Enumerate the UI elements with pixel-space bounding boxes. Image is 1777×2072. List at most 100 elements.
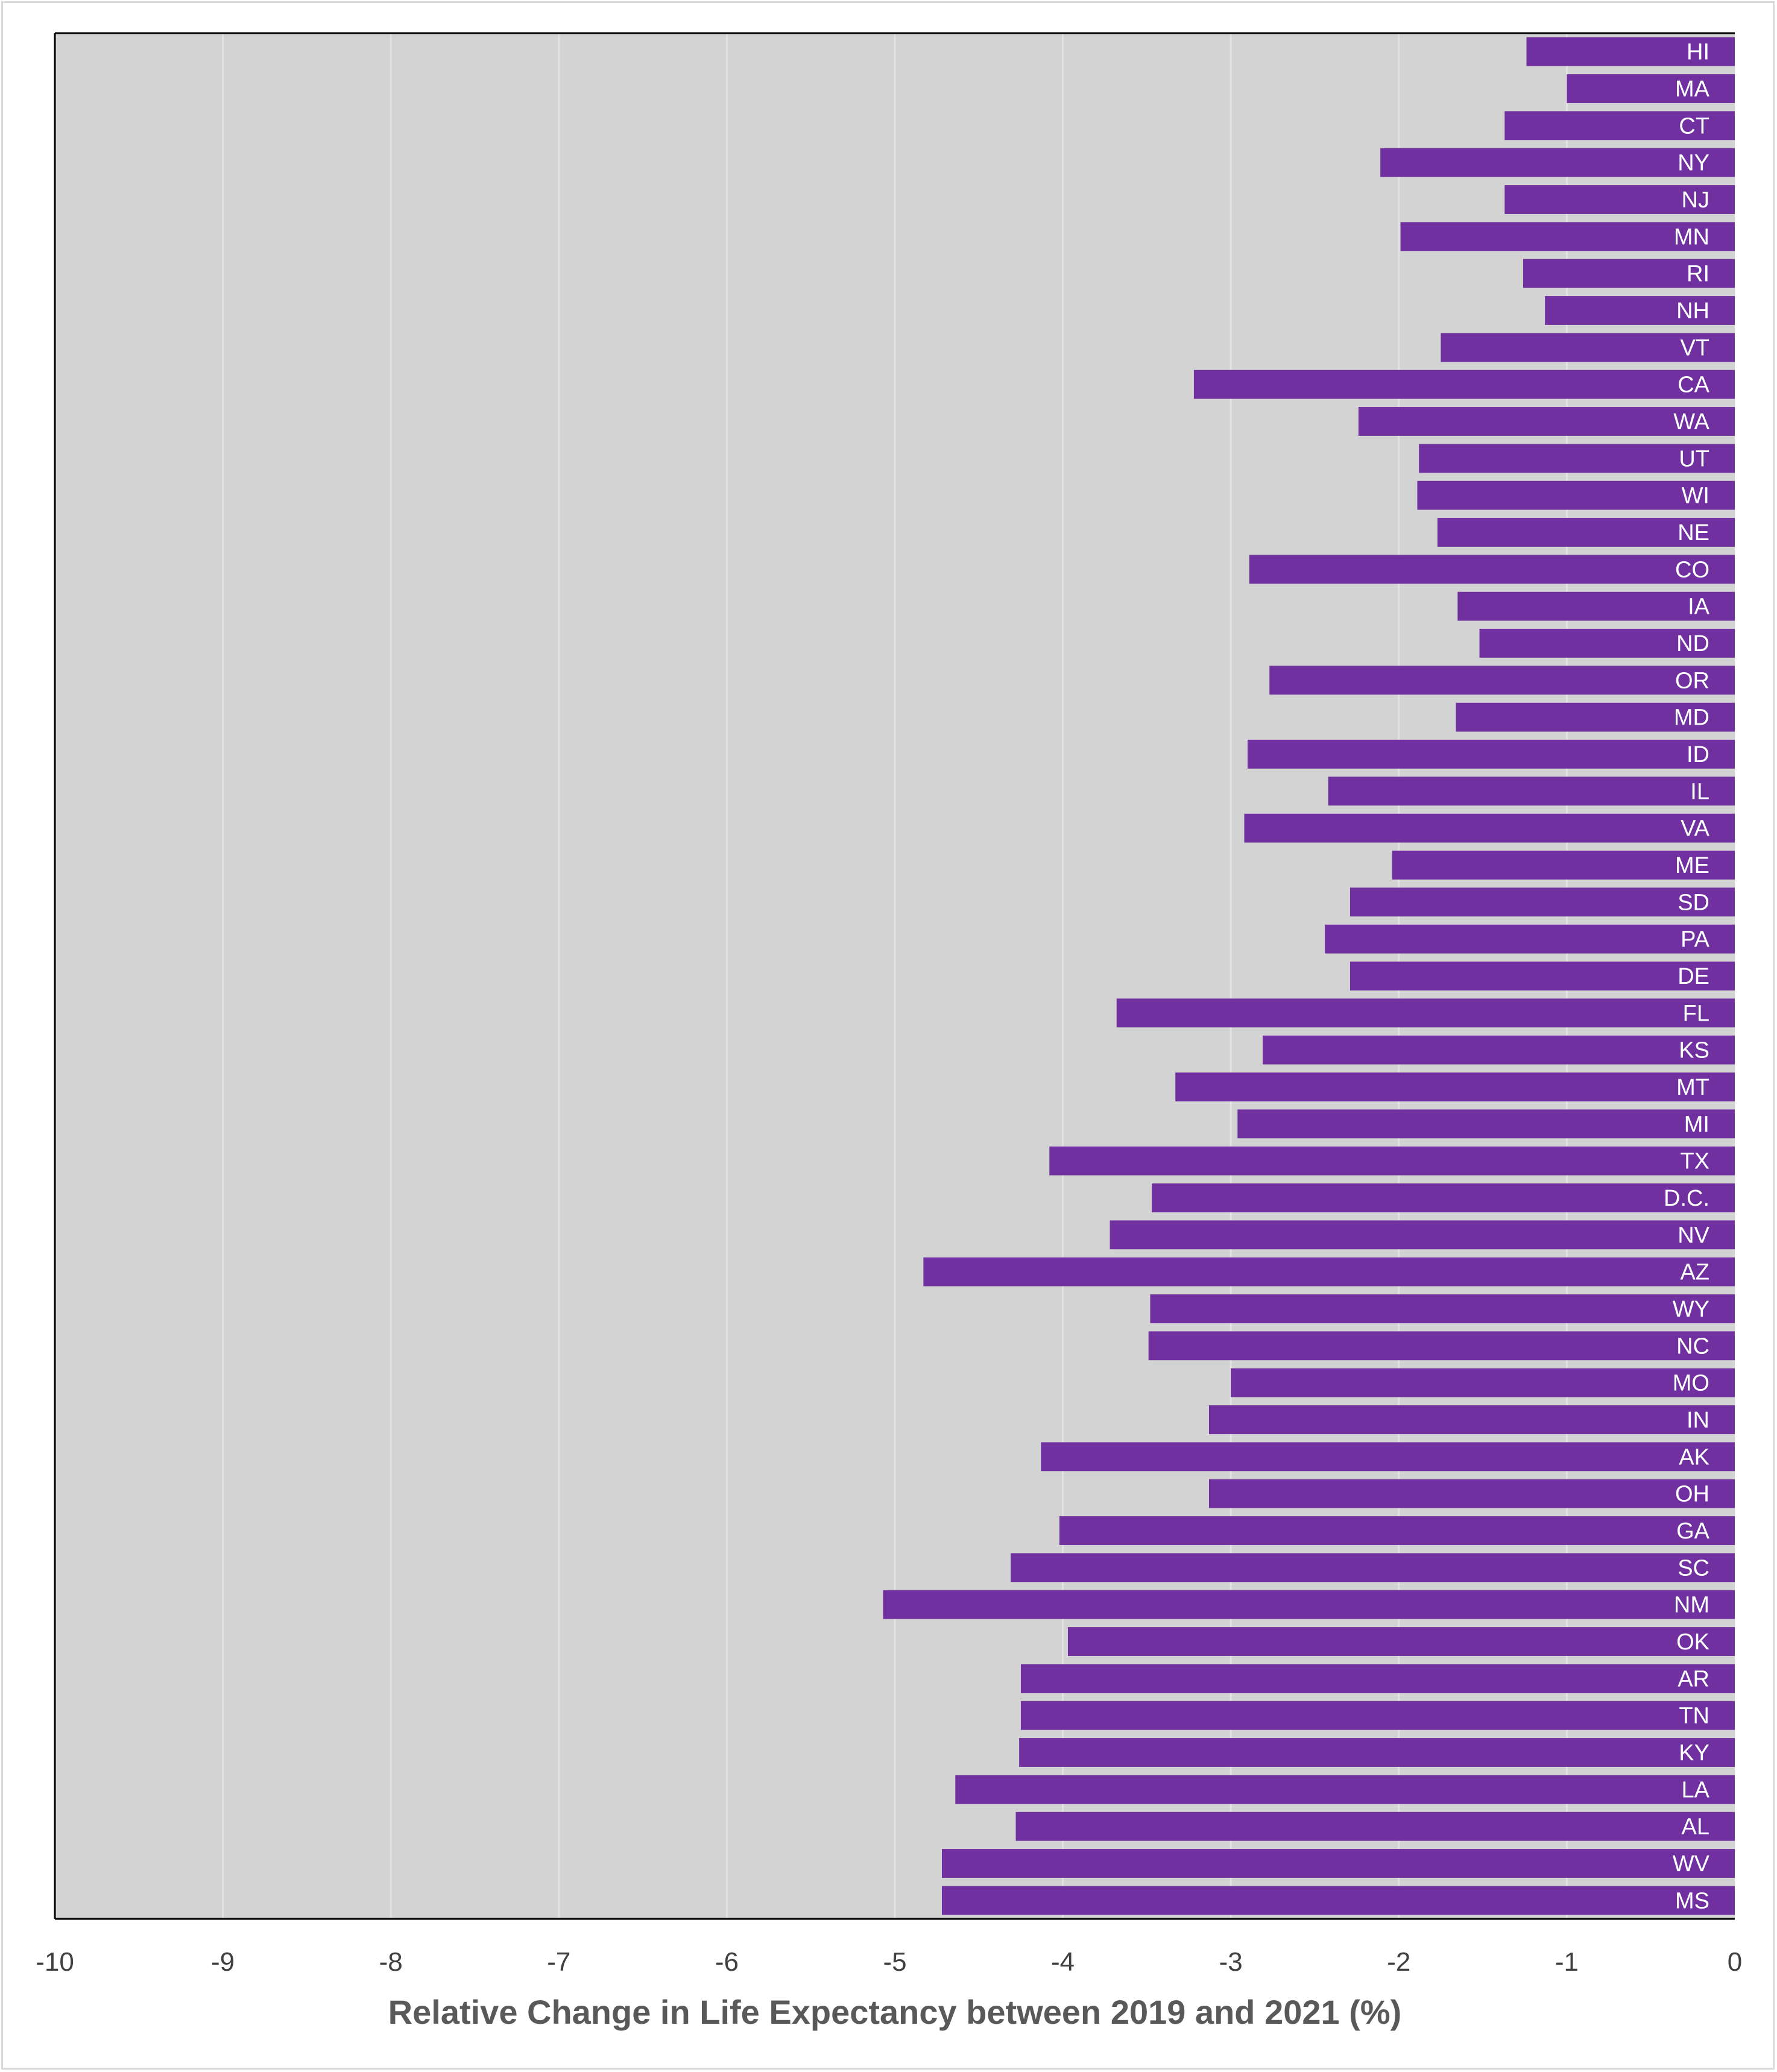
bar-label: IA [1688,594,1710,620]
bar-nc [1148,1331,1735,1361]
bar-ri [1523,259,1735,288]
bar-label: SC [1678,1555,1709,1581]
bar-label: OH [1675,1482,1709,1507]
bar-label: UT [1679,446,1709,471]
bar-label: WI [1682,483,1709,509]
bar-label: ME [1675,853,1709,878]
bar-label: IN [1687,1408,1709,1433]
bar-mo [1231,1368,1735,1397]
bar-hi [1526,37,1735,66]
bar-wi [1417,480,1735,510]
bar-label: FL [1683,1001,1709,1026]
bar-label: NH [1676,298,1709,324]
bar-label: ND [1676,631,1709,657]
bar-md [1456,702,1735,732]
x-tick-label: -5 [883,1947,906,1977]
bar-label: TX [1680,1149,1709,1174]
bar-nv [1109,1220,1735,1250]
x-tick-label: -1 [1555,1947,1579,1977]
bar-co [1249,555,1735,584]
x-tick-label: -3 [1219,1947,1243,1977]
bar-label: MO [1673,1371,1709,1396]
bar-label: CT [1679,113,1709,139]
x-tick-label: -6 [715,1947,739,1977]
bar-label: IL [1690,779,1709,804]
bar-mt [1175,1072,1735,1101]
bar-label: WA [1673,409,1709,435]
bar-wa [1358,407,1735,436]
bar-ar [1020,1664,1735,1693]
bar-me [1392,851,1735,880]
bar-ne [1437,518,1735,547]
bar-label: NV [1678,1223,1709,1248]
bar-label: AK [1679,1444,1709,1470]
bar-label: MN [1674,224,1709,250]
bar-wv [942,1849,1735,1878]
bar-in [1208,1405,1735,1434]
bar-id [1248,740,1735,769]
bar-ak [1041,1442,1735,1472]
bar-ks [1263,1035,1735,1065]
bar-ia [1457,591,1735,621]
bar-ca [1193,370,1735,399]
bar-label: SD [1678,890,1709,915]
bar-oh [1208,1479,1735,1508]
bar-dc [1152,1183,1735,1212]
bar-label: MI [1684,1112,1709,1137]
state-labels: HI MA CT NY NJ MN RI NH VT CA WA UT WI NE CO IA ND OR MD ID… [1664,40,1710,1914]
bar-label: VT [1680,335,1709,361]
bar-label: NM [1674,1593,1709,1618]
bar-mi [1237,1109,1735,1139]
bar-label: ID [1687,742,1709,767]
bar-label: GA [1676,1519,1710,1544]
bar-label: VA [1681,816,1710,842]
bar-ky [1019,1738,1735,1767]
bar-label: AL [1682,1815,1709,1840]
bar-la [955,1775,1735,1804]
bar-label: KS [1679,1038,1709,1063]
bar-sd [1350,887,1735,917]
bar-label: MT [1676,1075,1709,1100]
bar-label: NE [1678,520,1709,546]
bar-ms [942,1886,1735,1915]
bar-pa [1325,924,1735,954]
bar-mn [1400,222,1735,251]
bar-label: MD [1674,705,1709,731]
bar-label: D.C. [1664,1186,1709,1211]
x-tick-label: -4 [1051,1947,1075,1977]
bar-ma [1567,74,1735,103]
bar-label: CO [1675,557,1709,582]
bar-ct [1504,111,1735,140]
bar-label: OR [1675,668,1709,693]
bar-label: TN [1679,1704,1709,1729]
x-tick-label: -8 [379,1947,403,1977]
bar-label: LA [1682,1777,1710,1803]
bar-label: CA [1678,373,1709,398]
bar-az [923,1257,1735,1286]
bar-label: WY [1673,1297,1709,1322]
bar-al [1015,1812,1735,1841]
bar-de [1350,962,1735,990]
bar-nm [883,1590,1735,1619]
bar-label: MA [1675,77,1710,102]
bar-sc [1011,1553,1735,1582]
bar-label: RI [1687,262,1709,287]
bar-wy [1150,1294,1735,1323]
x-tick-label: -2 [1387,1947,1410,1977]
bar-nj [1504,185,1735,214]
bar-nh [1545,296,1735,325]
bar-label: WV [1673,1851,1710,1877]
x-tick-label: -9 [211,1947,235,1977]
bar-label: OK [1676,1630,1709,1655]
bar-label: PA [1681,927,1710,953]
bar-il [1328,776,1735,806]
bar-vt [1441,333,1735,362]
bar-ny [1380,148,1735,177]
bar-ga [1059,1516,1735,1545]
bar-ut [1419,444,1735,473]
bar-label: MS [1675,1888,1709,1913]
bar-tx [1049,1146,1735,1176]
bar-va [1244,813,1735,843]
bar-label: NJ [1682,187,1709,213]
bar-or [1269,666,1735,695]
